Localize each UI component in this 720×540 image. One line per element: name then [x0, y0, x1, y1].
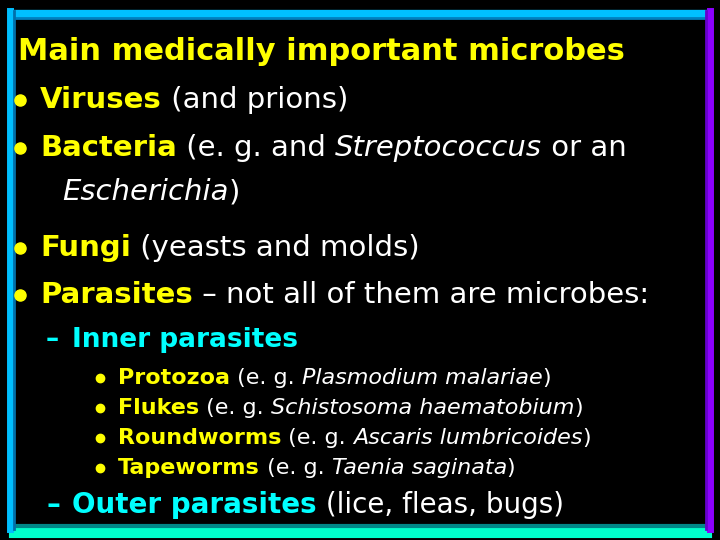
Text: Bacteria: Bacteria [40, 134, 176, 162]
Text: (lice, fleas, bugs): (lice, fleas, bugs) [317, 491, 564, 519]
Text: –: – [46, 491, 60, 519]
Text: ): ) [507, 458, 516, 478]
Text: (and prions): (and prions) [162, 86, 348, 114]
Text: ): ) [575, 398, 583, 418]
Text: (e. g.: (e. g. [199, 398, 271, 418]
Text: Inner parasites: Inner parasites [72, 327, 298, 353]
Text: Streptococcus: Streptococcus [335, 134, 542, 162]
Text: ): ) [582, 428, 591, 448]
Text: ): ) [542, 368, 551, 388]
Text: (e. g.: (e. g. [282, 428, 353, 448]
Text: Ascaris lumbricoides: Ascaris lumbricoides [353, 428, 582, 448]
Text: (e. g.: (e. g. [260, 458, 331, 478]
Text: (yeasts and molds): (yeasts and molds) [131, 234, 420, 262]
Text: (e. g. and: (e. g. and [176, 134, 335, 162]
Text: Outer parasites: Outer parasites [72, 491, 317, 519]
Text: Protozoa: Protozoa [118, 368, 230, 388]
Text: Main medically important microbes: Main medically important microbes [18, 37, 625, 66]
Text: Parasites: Parasites [40, 281, 193, 309]
Text: Flukes: Flukes [118, 398, 199, 418]
Text: ): ) [228, 178, 240, 206]
Text: or an: or an [542, 134, 626, 162]
Text: Fungi: Fungi [40, 234, 131, 262]
Text: Tapeworms: Tapeworms [118, 458, 260, 478]
Text: Plasmodium malariae: Plasmodium malariae [302, 368, 542, 388]
Text: Schistosoma haematobium: Schistosoma haematobium [271, 398, 575, 418]
Text: (e. g.: (e. g. [230, 368, 302, 388]
Text: – not all of them are microbes:: – not all of them are microbes: [193, 281, 649, 309]
Text: Taenia saginata: Taenia saginata [331, 458, 507, 478]
Text: Roundworms: Roundworms [118, 428, 282, 448]
Text: –: – [46, 327, 59, 353]
Text: Viruses: Viruses [40, 86, 162, 114]
Text: Escherichia: Escherichia [62, 178, 228, 206]
